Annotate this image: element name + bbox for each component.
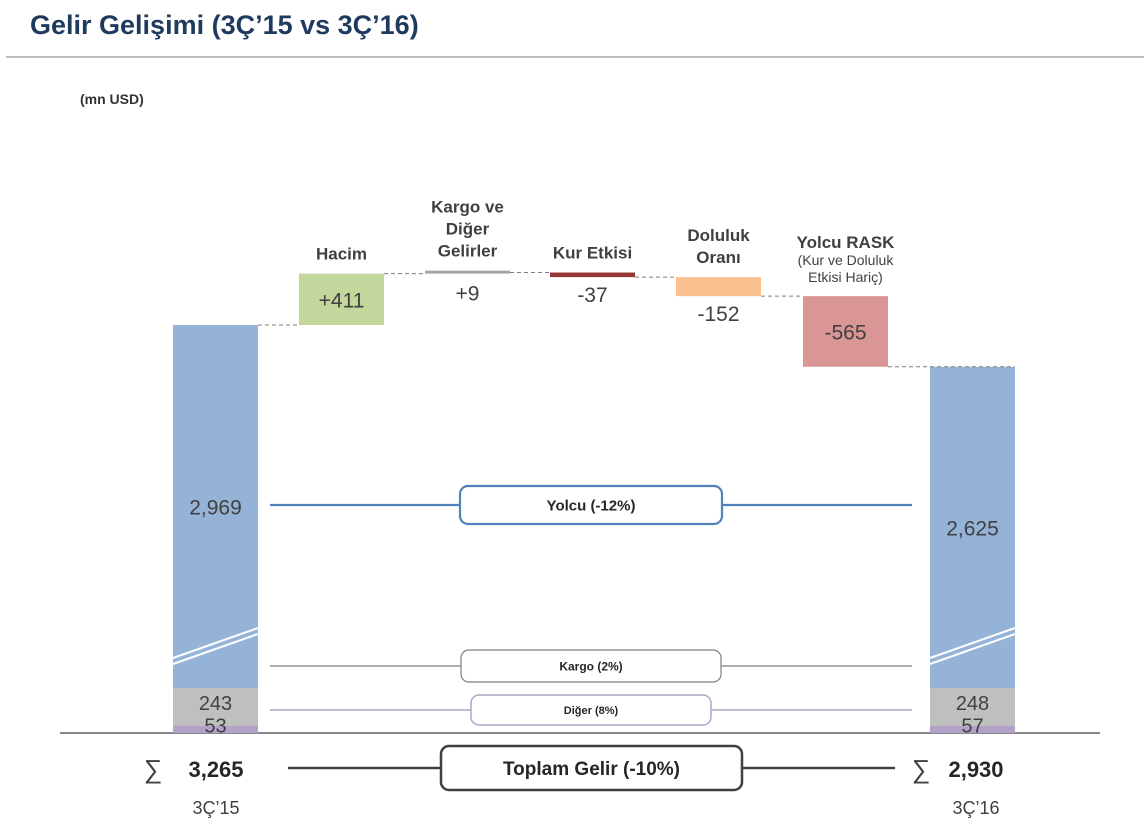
- data-label-diger-1: 57: [961, 716, 983, 738]
- bar-yolcu-1: [930, 366, 1015, 688]
- axis-break-mark: [172, 633, 259, 665]
- total-value-1: 2,930: [948, 757, 1003, 782]
- data-label-step-1: +9: [456, 283, 480, 306]
- bar-diger-1: [930, 726, 1015, 733]
- axis-break-mark: [172, 627, 259, 659]
- category-label-0: Hacim: [316, 245, 367, 264]
- data-label-kargo-1: 248: [956, 693, 989, 715]
- total-change-label: Toplam Gelir (-10%): [503, 759, 680, 780]
- kargo-change-box: [460, 649, 722, 683]
- yolcu-change-box: [458, 484, 724, 526]
- category-label-1: Kargo ve: [431, 198, 504, 217]
- category-label-1: Diğer: [446, 220, 490, 239]
- bar-diger-0: [173, 726, 258, 733]
- category-label-2: Kur Etkisi: [553, 244, 632, 263]
- data-label-step-4: -565: [824, 321, 866, 344]
- data-label-yolcu-1: 2,625: [946, 517, 999, 540]
- total-change-box: [439, 744, 744, 792]
- data-label-step-0: +411: [319, 289, 365, 312]
- data-label-yolcu-0: 2,969: [189, 497, 242, 520]
- kargo-change-label: Kargo (2%): [559, 659, 622, 673]
- category-label-4: Yolcu RASK: [797, 233, 896, 252]
- data-label-step-3: -152: [697, 303, 739, 326]
- category-label-3: Doluluk: [687, 226, 750, 245]
- bar-step-3: [676, 277, 761, 297]
- period-label-0: 3Ç’15: [192, 798, 239, 818]
- data-label-step-2: -37: [577, 284, 607, 307]
- axis-break-mark: [929, 627, 1016, 659]
- total-value-0: 3,265: [188, 757, 243, 782]
- sigma-symbol-0: ∑: [144, 754, 163, 784]
- category-label-3: Oranı: [696, 248, 740, 267]
- bar-kargo-0: [173, 688, 258, 726]
- bar-step-0: [299, 273, 384, 325]
- yolcu-change-label: Yolcu (-12%): [547, 497, 636, 514]
- axis-break-mark: [929, 633, 1016, 665]
- sigma-symbol-1: ∑: [912, 754, 931, 784]
- bar-step-4: [803, 296, 888, 367]
- data-label-diger-0: 53: [204, 716, 226, 738]
- diger-change-box: [470, 694, 712, 726]
- bar-step-2: [550, 272, 635, 278]
- unit-label: (mn USD): [80, 91, 144, 107]
- diger-change-label: Diğer (8%): [564, 705, 619, 717]
- bar-yolcu-0: [173, 325, 258, 688]
- category-label-1: Gelirler: [438, 242, 498, 261]
- period-label-1: 3Ç’16: [952, 798, 999, 818]
- category-sublabel-4: Etkisi Hariç): [808, 269, 883, 285]
- data-label-kargo-0: 243: [199, 693, 232, 715]
- bar-kargo-1: [930, 688, 1015, 726]
- category-sublabel-4: (Kur ve Doluluk: [798, 252, 895, 268]
- page-title: Gelir Gelişimi (3Ç’15 vs 3Ç’16): [30, 10, 419, 40]
- bar-step-1: [425, 270, 510, 274]
- title-divider: [6, 56, 1144, 58]
